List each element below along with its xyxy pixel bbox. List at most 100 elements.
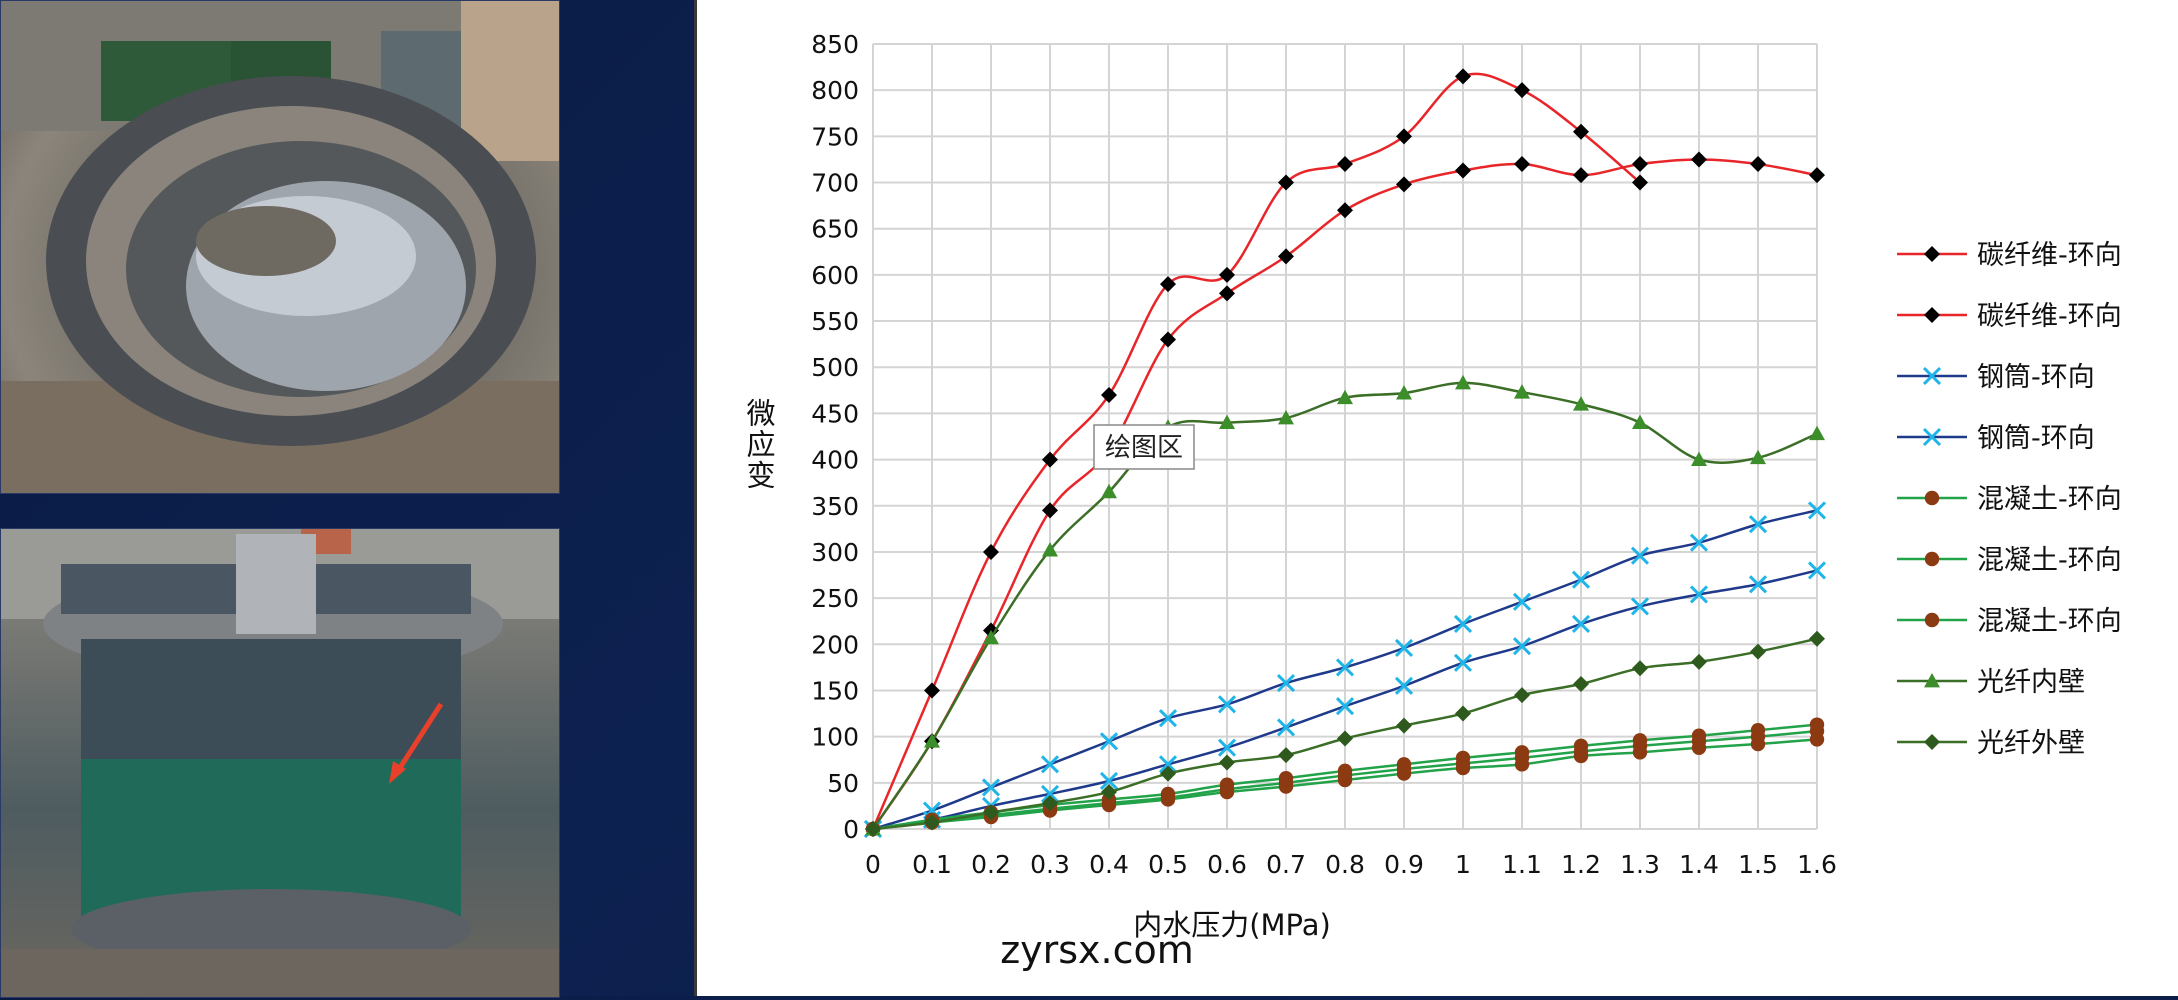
data-point: [1394, 638, 1414, 658]
data-point-stroke: [1394, 676, 1414, 695]
series-group: [863, 68, 1827, 839]
legend-swatch-marker: [1924, 246, 1940, 262]
data-point-stroke: [1217, 695, 1237, 714]
data-point: [1101, 797, 1117, 813]
data-point: [1219, 285, 1235, 302]
data-point: [1278, 410, 1294, 425]
legend-item: 钢筒-环向: [1897, 362, 2095, 393]
data-point: [1101, 483, 1117, 499]
legend-item: 碳纤维-环向: [1897, 301, 2122, 332]
x-tick-label: 1.2: [1561, 850, 1601, 879]
data-point: [1158, 755, 1178, 774]
legend-label: 混凝土-环向: [1977, 484, 2122, 515]
data-point: [1630, 546, 1650, 565]
data-point: [983, 543, 999, 560]
data-point: [1219, 266, 1235, 283]
y-tick-label: 450: [811, 399, 859, 428]
data-point: [1573, 123, 1589, 140]
data-point: [1158, 709, 1178, 728]
data-point: [1750, 736, 1766, 752]
x-tick-label: 1.4: [1679, 850, 1719, 879]
data-point: [1337, 156, 1353, 173]
data-point: [1219, 754, 1235, 771]
data-point: [1750, 156, 1766, 173]
y-tick-label: 700: [811, 169, 859, 198]
legend-label: 光纤外壁: [1977, 728, 2085, 759]
data-point-stroke: [1689, 585, 1709, 604]
y-tick-label: 350: [811, 492, 859, 521]
data-point: [1276, 718, 1296, 737]
data-point: [1573, 748, 1589, 764]
data-point: [1042, 542, 1058, 557]
data-point: [1514, 384, 1530, 399]
x-tick-label: 0.9: [1384, 850, 1424, 879]
data-point: [1335, 697, 1355, 716]
data-point: [1512, 637, 1532, 656]
data-point-stroke: [1453, 614, 1473, 634]
y-tick-label: 250: [811, 584, 859, 613]
data-point: [1042, 451, 1058, 468]
data-point: [1396, 766, 1412, 781]
data-point: [1160, 765, 1176, 782]
x-tick-label: 0.2: [971, 850, 1011, 879]
legend-label: 钢筒-环向: [1977, 362, 2095, 393]
series-line: [871, 72, 1641, 830]
legend-item: 光纤内壁: [1897, 667, 2085, 698]
legend-item: 混凝土-环向: [1897, 545, 2122, 576]
data-point-stroke: [1630, 597, 1650, 616]
legend-swatch-marker: [1924, 734, 1940, 750]
data-point-stroke: [1099, 732, 1119, 751]
y-tick-label: 750: [811, 122, 859, 151]
legend-swatch-marker: [1924, 673, 1940, 688]
legend-label: 混凝土-环向: [1977, 606, 2122, 637]
data-point: [1040, 755, 1060, 774]
data-point-stroke: [1394, 638, 1414, 658]
data-point-stroke: [1453, 653, 1473, 672]
data-point: [1689, 533, 1709, 552]
data-point: [983, 804, 999, 821]
legend-swatch-marker: [1924, 307, 1940, 323]
data-point-stroke: [1571, 570, 1591, 589]
legend-label: 混凝土-环向: [1977, 545, 2122, 576]
data-point: [1276, 674, 1296, 693]
data-point-stroke: [1748, 515, 1768, 534]
x-tick-label: 0.5: [1148, 850, 1188, 879]
x-tick-label: 0.1: [912, 850, 952, 879]
data-point: [865, 821, 881, 837]
data-point: [1396, 385, 1412, 400]
y-tick-label: 150: [811, 676, 859, 705]
data-point: [1573, 167, 1589, 184]
test-cylinder-photo: [0, 528, 560, 998]
data-point: [1691, 740, 1707, 755]
data-point-stroke: [1512, 592, 1532, 611]
data-point: [1337, 389, 1353, 405]
data-point: [1099, 732, 1119, 751]
data-point: [1630, 597, 1650, 616]
data-point: [1632, 745, 1648, 760]
data-point: [1632, 156, 1648, 173]
data-point: [1691, 451, 1707, 466]
x-tick-label: 1.5: [1738, 850, 1778, 879]
data-point: [1040, 784, 1060, 803]
x-tick-label: 1.1: [1502, 850, 1542, 879]
y-tick-label: 650: [811, 215, 859, 244]
series-3: [863, 501, 1827, 839]
data-point: [1571, 614, 1591, 634]
data-point-stroke: [981, 778, 1001, 797]
x-tick-label: 0.6: [1207, 850, 1247, 879]
y-tick-label: 200: [811, 630, 859, 659]
x-tick-labels: 0 0.1 0.2 0.3 0.4 0.5 0.6 0.7 0.8 0.9 1 1.1 1.2 1.3 1.…: [865, 850, 1837, 879]
data-point-stroke: [1630, 546, 1650, 565]
data-point: [1455, 68, 1471, 85]
data-point: [1455, 705, 1471, 722]
data-point: [1689, 585, 1709, 604]
x-tick-label: 0: [865, 850, 881, 879]
legend-label: 碳纤维-环向: [1977, 240, 2122, 271]
grid: [872, 43, 1818, 830]
data-point: [1394, 676, 1414, 695]
data-point: [1632, 174, 1648, 191]
data-point: [1099, 771, 1119, 791]
data-point: [1514, 687, 1530, 704]
data-point-stroke: [1335, 697, 1355, 716]
legend-swatch-marker-stroke: [1922, 427, 1942, 447]
